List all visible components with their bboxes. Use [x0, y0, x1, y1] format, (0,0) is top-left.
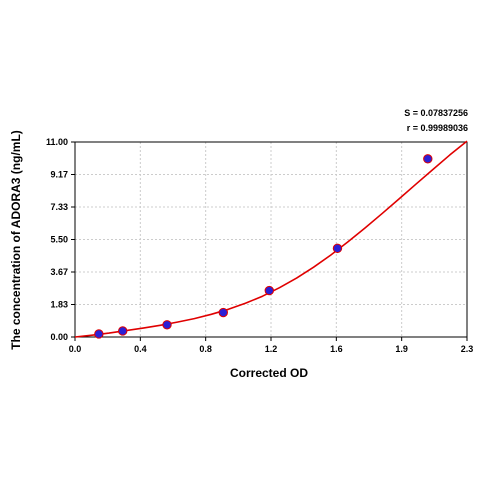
y-tick-label: 5.50: [50, 235, 68, 245]
x-tick-label: 0.0: [69, 344, 82, 354]
grid-layer: [75, 142, 467, 337]
y-tick-label: 9.17: [50, 170, 68, 180]
x-tick-label: 1.9: [395, 344, 408, 354]
data-point: [423, 154, 433, 164]
x-axis-title: Corrected OD: [230, 366, 308, 380]
y-tick-label: 11.00: [46, 137, 68, 147]
data-point: [118, 326, 128, 336]
y-tick-label: 1.83: [50, 300, 68, 310]
data-point: [264, 285, 274, 296]
y-tick-label: 3.67: [50, 267, 68, 277]
x-tick-label: 2.3: [461, 344, 474, 354]
x-tick-label: 0.8: [199, 344, 212, 354]
x-tick-label: 1.6: [330, 344, 343, 354]
stat-s: S = 0.07837256: [404, 108, 468, 118]
x-tick-label: 1.2: [265, 344, 278, 354]
tick-layer: 0.0 0.4 0.8 1.2 1.6 1.9 2.3 0.00 1.83 3.67 5.50 7.3…: [46, 137, 473, 354]
y-tick-label: 7.33: [50, 202, 68, 212]
data-point: [332, 243, 343, 254]
y-axis-title: The concentration of ADORA3 (ng/mL): [9, 130, 23, 350]
x-tick-label: 0.4: [134, 344, 147, 354]
data-point: [218, 307, 228, 318]
point-layer: [94, 154, 433, 339]
data-point: [94, 329, 104, 339]
y-tick-label: 0.00: [50, 332, 68, 342]
stat-r: r = 0.99989036: [407, 123, 468, 133]
data-point: [162, 320, 172, 330]
